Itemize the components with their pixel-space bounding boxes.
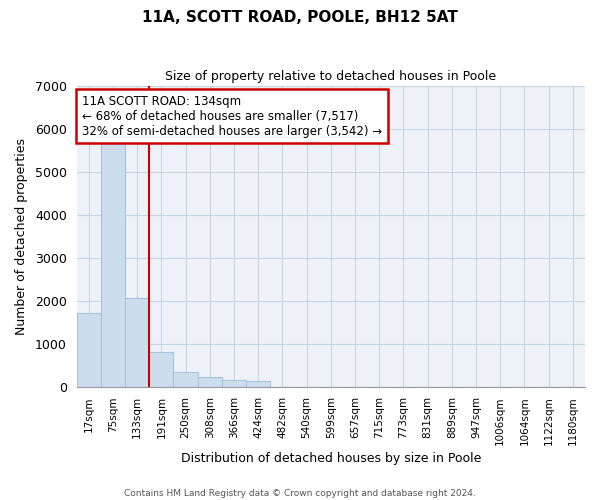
Bar [173, 372, 197, 386]
Bar [246, 381, 271, 386]
Bar [77, 314, 101, 386]
Bar [149, 352, 173, 386]
Text: 11A SCOTT ROAD: 134sqm
← 68% of detached houses are smaller (7,517)
32% of semi-: 11A SCOTT ROAD: 134sqm ← 68% of detached… [82, 94, 382, 138]
X-axis label: Distribution of detached houses by size in Poole: Distribution of detached houses by size … [181, 452, 481, 465]
Bar [197, 376, 222, 386]
Text: 11A, SCOTT ROAD, POOLE, BH12 5AT: 11A, SCOTT ROAD, POOLE, BH12 5AT [142, 10, 458, 25]
Bar [125, 298, 149, 386]
Text: Contains HM Land Registry data © Crown copyright and database right 2024.: Contains HM Land Registry data © Crown c… [124, 488, 476, 498]
Bar [101, 140, 125, 386]
Bar [222, 380, 246, 386]
Y-axis label: Number of detached properties: Number of detached properties [15, 138, 28, 334]
Title: Size of property relative to detached houses in Poole: Size of property relative to detached ho… [165, 70, 496, 83]
